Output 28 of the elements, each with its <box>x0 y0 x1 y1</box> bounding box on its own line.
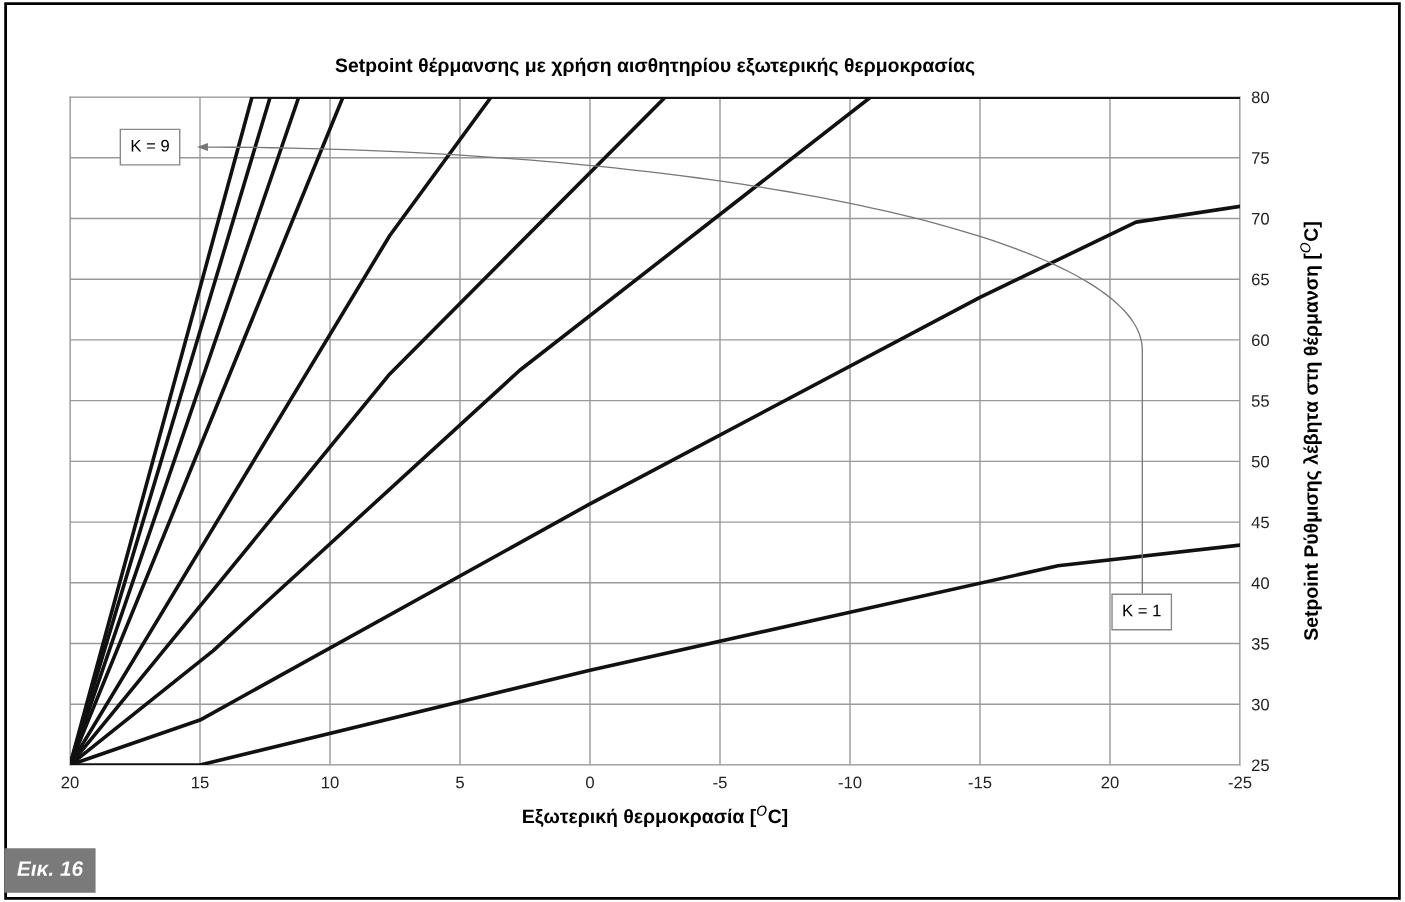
x-axis-title: Εξωτερική θερμοκρασία [$^{O}$C] <box>523 805 788 828</box>
y-tick-label: 70 <box>1251 212 1269 225</box>
y-tick-label: 25 <box>1251 759 1269 772</box>
y-tick-label: 30 <box>1251 698 1269 711</box>
x-tick-label: -25 <box>1228 776 1252 789</box>
x-tick-label: -10 <box>838 776 862 789</box>
x-tick-label: 10 <box>322 776 339 789</box>
x-tick-label: 0 <box>586 776 594 789</box>
x-tick-label: -5 <box>713 776 727 789</box>
y-tick-label: 55 <box>1251 395 1269 407</box>
x-tick-label: 20 <box>1101 776 1119 789</box>
y-tick-label: 50 <box>1251 455 1269 468</box>
y-axis-title: Setpoint Ρύθμισης λέβητα στη θέρμανση [$^{O}$C] <box>1300 222 1322 641</box>
y-tick-label: 40 <box>1251 577 1269 590</box>
y-tick-label: 35 <box>1251 637 1269 650</box>
text: Εικ. 16 <box>17 861 84 877</box>
x-tick-label: 15 <box>192 776 209 789</box>
y-tick-label: 75 <box>1251 152 1269 164</box>
y-tick-label: 45 <box>1251 516 1269 529</box>
y-tick-label: 65 <box>1251 273 1269 286</box>
x-tick-label: -15 <box>968 776 992 789</box>
x-tick-label: 5 <box>456 776 464 789</box>
y-tick-label: 60 <box>1251 334 1269 347</box>
y-tick-label: 80 <box>1251 91 1269 104</box>
annotation: K = 9 <box>131 139 169 152</box>
chart-title: Setpoint θέρμανσης με χρήση αισθητηρίου εξωτερικής θερμοκρασίας <box>335 57 975 77</box>
annotation: K = 1 <box>1123 604 1161 617</box>
x-tick-label: 20 <box>61 776 79 789</box>
